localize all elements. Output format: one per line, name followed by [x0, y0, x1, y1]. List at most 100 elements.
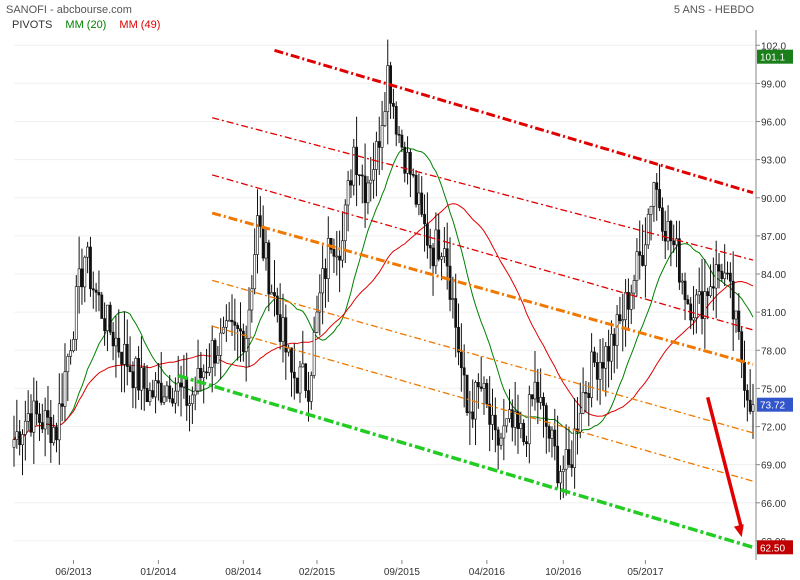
y-tick-label: 81.00	[761, 308, 786, 319]
candle-body	[307, 390, 310, 402]
candle-body	[43, 410, 47, 430]
candle-body	[392, 103, 395, 107]
candle-body	[377, 141, 381, 148]
y-tick-label: 87.00	[761, 232, 786, 243]
candle-body	[60, 403, 64, 407]
candle-body	[213, 340, 217, 364]
candle-body	[57, 403, 61, 441]
channel-line-1	[212, 117, 754, 261]
candle-body	[652, 182, 656, 207]
candle-body	[542, 396, 545, 406]
y-tick-label: 90.00	[761, 194, 786, 205]
candle-body	[224, 320, 228, 328]
candle-body	[598, 362, 602, 380]
candle-body	[49, 417, 53, 444]
candle-body	[205, 371, 208, 374]
candle-body	[431, 247, 435, 267]
candle-body	[86, 246, 90, 258]
price-tag-label: 73.72	[760, 401, 785, 412]
candle-body	[593, 351, 596, 363]
price-tag-box	[757, 540, 793, 555]
candle-body	[510, 409, 514, 428]
candle-body	[400, 134, 404, 148]
candle-body	[106, 304, 109, 331]
candle-body	[142, 367, 146, 389]
x-axis-ticks: 06/2013 01/2014 08/2014 02/2015 09/2015 04/20…	[55, 560, 664, 578]
candle-body	[649, 206, 653, 215]
legend: PIVOTS MM (20) MM (49)	[12, 19, 160, 31]
candle-body	[519, 423, 523, 429]
y-tick-label: 66.00	[761, 499, 786, 510]
channel-line-5	[212, 325, 754, 482]
candle-body	[40, 422, 44, 430]
y-tick-label: 69.00	[761, 461, 786, 472]
candle-body	[714, 264, 718, 289]
candle-body	[239, 328, 242, 332]
y-tick-label: 78.00	[761, 346, 786, 357]
candle-body	[250, 288, 254, 311]
candle-body	[680, 280, 684, 283]
candle-body	[474, 382, 477, 420]
candle-body	[482, 383, 486, 389]
candle-body	[720, 270, 724, 279]
candle-body	[185, 376, 189, 406]
channel-line-0	[274, 48, 754, 195]
candle-body	[261, 225, 265, 259]
candle-body	[227, 319, 231, 322]
candle-body	[343, 204, 347, 242]
candle-body	[457, 327, 460, 353]
candle-body	[114, 337, 118, 347]
candle-body	[241, 330, 245, 352]
candle-body	[372, 169, 375, 181]
candle-body	[298, 366, 302, 394]
candle-body	[168, 385, 172, 400]
candle-body	[527, 394, 531, 445]
candle-body	[728, 272, 732, 282]
candle-body	[734, 310, 738, 320]
legend-mm49: MM (49)	[119, 19, 161, 31]
channel-lines	[177, 48, 754, 549]
candle-body	[638, 251, 642, 256]
candle-body	[743, 362, 746, 391]
candle-body	[726, 272, 729, 275]
candle-body	[610, 333, 613, 362]
y-tick-label: 96.00	[761, 118, 786, 129]
candle-body	[171, 398, 174, 404]
candle-body	[618, 314, 622, 322]
candle-body	[230, 319, 234, 323]
candle-body	[219, 332, 223, 356]
candle-body	[335, 255, 339, 258]
candle-body	[451, 298, 455, 300]
candle-body	[256, 215, 259, 255]
candle-body	[745, 390, 749, 401]
candle-body	[131, 371, 135, 389]
candle-body	[77, 268, 81, 287]
candle-body	[26, 413, 30, 422]
y-tick-label: 93.00	[761, 156, 786, 167]
candle-body	[476, 382, 480, 388]
candle-body	[683, 280, 687, 300]
candle-body	[590, 351, 594, 399]
candle-body	[491, 414, 494, 425]
candle-body	[414, 175, 418, 205]
candle-body	[488, 403, 492, 425]
candle-body	[516, 411, 520, 429]
candle-body	[199, 367, 203, 379]
candle-body	[644, 244, 647, 266]
candle-body	[423, 214, 426, 225]
candle-body	[117, 337, 121, 353]
arrow-shaft	[706, 396, 744, 530]
candle-body	[658, 189, 661, 209]
candle-body	[157, 380, 160, 384]
candle-body	[332, 249, 336, 257]
candle-body	[55, 427, 58, 441]
candle-body	[318, 292, 322, 313]
candle-body	[324, 268, 327, 279]
candle-body	[244, 338, 248, 352]
x-tick-label: 04/2016	[469, 567, 506, 578]
candle-body	[349, 180, 353, 186]
candle-body	[83, 256, 87, 288]
candle-body	[321, 268, 325, 294]
candle-body	[154, 380, 157, 398]
candle-body	[145, 388, 149, 402]
